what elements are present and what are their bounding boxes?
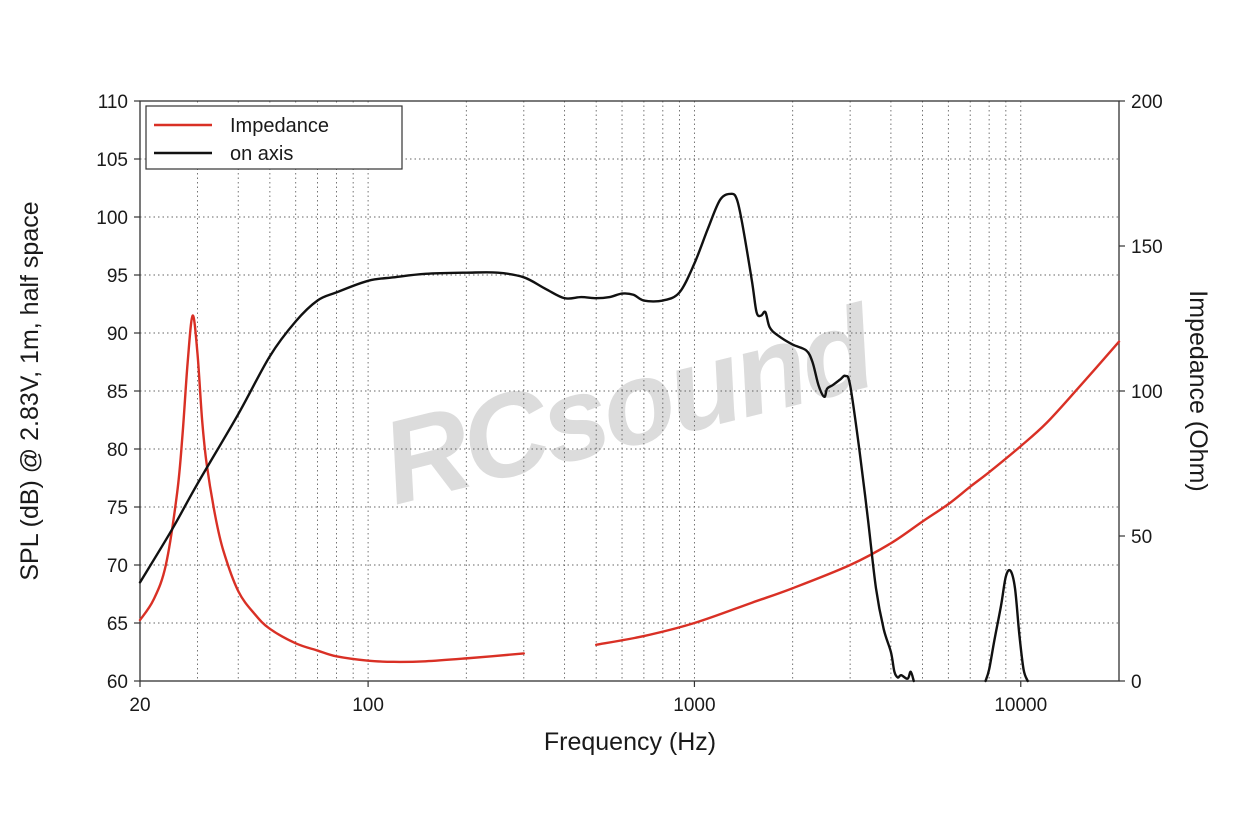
y-tick-label: 80 [107,440,128,461]
x-tick-label: 1000 [673,695,715,716]
legend-label-on-axis: on axis [230,143,293,165]
y-tick-label: 105 [96,150,128,171]
y2-axis-ticks: 0 50 100 150 200 [1119,92,1163,693]
y-tick-label: 65 [107,614,128,635]
legend-label-impedance: Impedance [230,115,329,137]
y-tick-label: 95 [107,266,128,287]
y2-tick-label: 50 [1131,527,1152,548]
y2-tick-label: 100 [1131,382,1163,403]
x-tick-label: 100 [352,695,384,716]
y-tick-label: 85 [107,382,128,403]
y-tick-label: 100 [96,208,128,229]
series-group [138,192,1121,683]
series-line-on-axis [984,568,1029,683]
y-tick-label: 90 [107,324,128,345]
x-tick-label: 20 [129,695,150,716]
y-tick-label: 70 [107,556,128,577]
y-axis-title: SPL (dB) @ 2.83V, 1m, half space [16,201,44,580]
y-tick-label: 60 [107,672,128,693]
series-line-on-axis [138,192,915,683]
x-axis-title: Frequency (Hz) [544,728,716,756]
legend-box [145,105,403,170]
y2-axis-title: Impedance (Ohm) [1184,290,1212,491]
y-tick-label: 75 [107,498,128,519]
y-axis-ticks: 60 65 70 75 80 85 90 95 100 105 110 [96,92,140,693]
legend: Impedance on axis [145,105,403,170]
x-axis-ticks: 20 100 1000 10000 [129,681,1047,716]
y2-tick-label: 0 [1131,672,1142,693]
series-line-impedance [138,314,525,664]
x-tick-label: 10000 [994,695,1047,716]
y2-tick-label: 150 [1131,237,1163,258]
y-tick-label: 110 [98,92,128,113]
y2-tick-label: 200 [1131,92,1163,113]
series-line-impedance [594,340,1121,646]
